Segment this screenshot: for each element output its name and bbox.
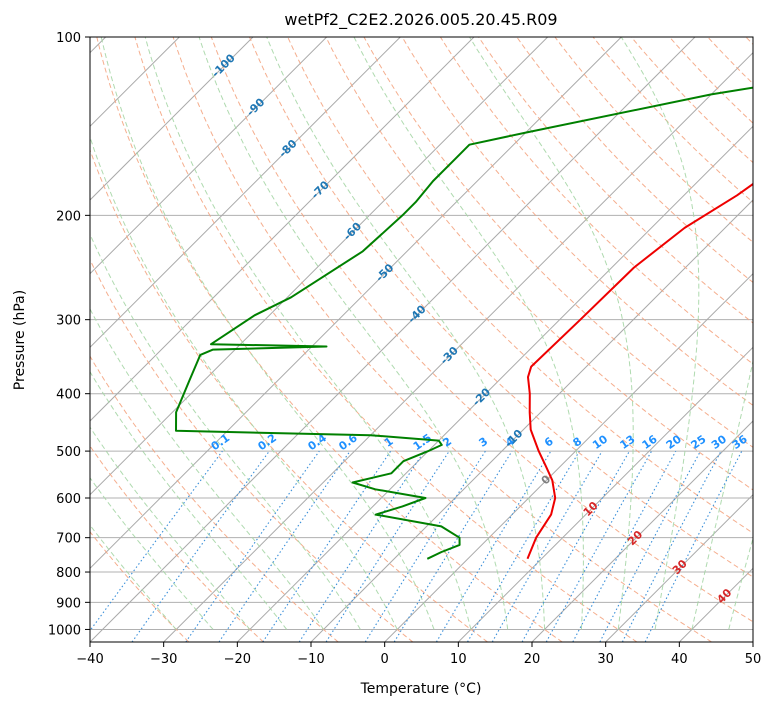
dry-adiabat-line bbox=[325, 37, 753, 491]
y-tick-label: 600 bbox=[56, 492, 81, 507]
moist-adiabat-line bbox=[198, 37, 509, 630]
x-tick-label: 40 bbox=[671, 652, 688, 667]
chart-title: wetPf2_C2E2.2026.005.20.45.R09 bbox=[284, 10, 557, 30]
isotherm-line bbox=[531, 420, 753, 642]
moist-adiabat-line bbox=[266, 37, 546, 630]
mixing-ratio-line bbox=[644, 450, 743, 642]
dry-adiabats bbox=[90, 37, 753, 642]
y-tick-label: 1000 bbox=[48, 623, 81, 638]
mixing-ratio-line bbox=[393, 450, 513, 642]
moist-adiabat-line bbox=[691, 358, 753, 630]
dry-adiabat-line bbox=[90, 445, 264, 642]
isotherm-line bbox=[163, 51, 753, 642]
plot-frame bbox=[89, 36, 754, 643]
x-tick-label: 0 bbox=[381, 652, 389, 667]
x-tick-label: −30 bbox=[150, 652, 177, 667]
isotherm-line bbox=[457, 346, 753, 642]
temperature-profile bbox=[526, 182, 753, 560]
x-tick-label: 50 bbox=[745, 652, 762, 667]
isotherm-line bbox=[90, 37, 254, 201]
dry-adiabat-line bbox=[134, 37, 638, 642]
mixing-ratio-line bbox=[131, 450, 270, 642]
y-tick-label: 500 bbox=[56, 445, 81, 460]
dry-adiabat-line bbox=[90, 258, 414, 642]
isotherm-line bbox=[605, 493, 753, 642]
isotherm-line bbox=[236, 125, 753, 642]
moist-adiabat-line bbox=[353, 37, 584, 630]
isotherm-line bbox=[90, 37, 622, 570]
moist-adiabat-line bbox=[144, 37, 472, 630]
moist-adiabat-line bbox=[469, 37, 634, 630]
y-tick-label: 700 bbox=[56, 532, 81, 547]
mixing-ratio-line bbox=[298, 450, 425, 642]
y-tick-label: 100 bbox=[56, 31, 81, 46]
y-tick-label: 900 bbox=[56, 596, 81, 611]
isotherm-lines bbox=[90, 37, 753, 642]
dry-adiabat-line bbox=[210, 37, 753, 623]
mixing-ratio-line bbox=[185, 450, 320, 642]
isotherm-line bbox=[384, 272, 753, 642]
profile-series bbox=[175, 86, 753, 560]
dry-adiabat-line bbox=[401, 37, 753, 406]
moist-adiabat-line bbox=[100, 37, 435, 630]
mixing-ratio-line bbox=[572, 450, 677, 642]
mixing-ratio-line bbox=[521, 450, 630, 642]
mixing-ratio-line bbox=[325, 450, 450, 642]
x-tick-label: −20 bbox=[224, 652, 251, 667]
isotherm-line bbox=[90, 37, 549, 496]
dry-adiabat-line bbox=[439, 37, 753, 365]
y-axis-ticks: 100 200 300 400 500 600 700 800 900 1000 bbox=[48, 31, 90, 638]
x-tick-label: 20 bbox=[524, 652, 541, 667]
moist-adiabat-line bbox=[90, 232, 361, 630]
x-axis-ticks: −40 −30 −20 −10 0 10 20 30 40 50 bbox=[76, 642, 761, 667]
isotherm-line bbox=[90, 37, 475, 422]
x-tick-label: −10 bbox=[297, 652, 324, 667]
dry-adiabat-line bbox=[96, 37, 563, 642]
x-tick-label: 30 bbox=[597, 652, 614, 667]
dewpoint-profile bbox=[175, 86, 753, 560]
dry-adiabat-line bbox=[516, 37, 753, 284]
plot-area: 0.1 0.2 0.4 0.6 1 1.5 2 3 4 6 8 10 13 16 20 25 30 36-100-… bbox=[90, 37, 753, 642]
dry-adiabat-line bbox=[90, 531, 190, 642]
mixing-ratio-lines bbox=[90, 450, 743, 642]
moist-adiabats bbox=[90, 37, 753, 630]
dry-adiabat-line bbox=[90, 355, 339, 642]
dry-adiabat-line bbox=[90, 148, 488, 642]
y-axis-title: Pressure (hPa) bbox=[12, 290, 28, 390]
y-tick-label: 300 bbox=[56, 314, 81, 329]
mixing-ratio-line bbox=[218, 450, 351, 642]
x-tick-label: 10 bbox=[450, 652, 467, 667]
y-tick-label: 200 bbox=[56, 209, 81, 224]
x-tick-label: −40 bbox=[76, 652, 103, 667]
y-tick-label: 400 bbox=[56, 388, 81, 403]
moist-adiabat-line bbox=[620, 37, 700, 630]
isotherm-line bbox=[90, 37, 328, 275]
mixing-ratio-line bbox=[262, 450, 392, 642]
isotherm-line bbox=[310, 199, 753, 642]
dry-adiabat-line bbox=[249, 37, 753, 578]
y-tick-label: 800 bbox=[56, 566, 81, 581]
mixing-ratio-line bbox=[545, 450, 653, 642]
isotherm-line bbox=[90, 37, 696, 642]
mixing-ratio-line bbox=[90, 450, 223, 632]
moist-adiabat-line bbox=[90, 135, 398, 630]
moist-adiabat-line bbox=[728, 536, 753, 630]
x-axis-title: Temperature (°C) bbox=[360, 681, 482, 697]
dry-adiabat-line bbox=[172, 37, 712, 642]
moist-adiabat-line bbox=[90, 308, 324, 630]
isobar-grid bbox=[90, 37, 753, 630]
